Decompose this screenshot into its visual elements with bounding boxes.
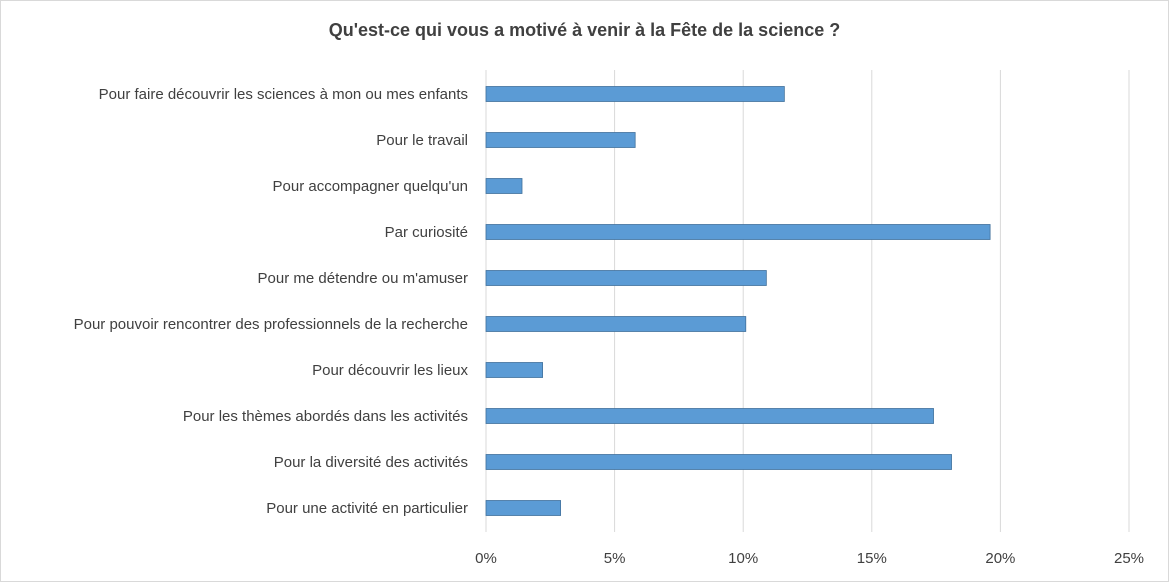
x-tick-label: 20% [985,550,1015,567]
category-label: Pour les thèmes abordés dans les activit… [183,408,468,425]
bar [485,408,934,424]
bar [485,224,991,240]
x-tick-label: 10% [728,550,758,567]
x-tick-label: 25% [1114,550,1144,567]
category-label: Pour me détendre ou m'amuser [258,270,468,287]
x-tick-label: 0% [475,550,497,567]
chart-title: Qu'est-ce qui vous a motivé à venir à la… [328,20,841,40]
bar [485,316,747,332]
bar [485,86,785,102]
category-label: Par curiosité [385,224,468,241]
category-label: Pour une activité en particulier [266,500,468,517]
bar [485,178,523,194]
x-tick-label: 5% [604,550,626,567]
x-tick-label: 15% [857,550,887,567]
category-label: Pour pouvoir rencontrer des professionne… [74,316,468,333]
category-label: Pour découvrir les lieux [312,362,468,379]
category-label: Pour accompagner quelqu'un [273,178,469,195]
category-label: Pour faire découvrir les sciences à mon … [99,86,468,103]
bar [485,362,543,378]
category-label: Pour le travail [376,132,468,149]
category-label: Pour la diversité des activités [274,454,468,471]
bars [485,86,991,516]
bar [485,132,636,148]
bar [485,454,952,470]
category-labels: Pour faire découvrir les sciences à mon … [74,86,469,517]
x-axis-ticks: 0% 5% 10% 15% 20% 25% [475,550,1144,567]
bar [485,270,767,286]
bar [485,500,561,516]
